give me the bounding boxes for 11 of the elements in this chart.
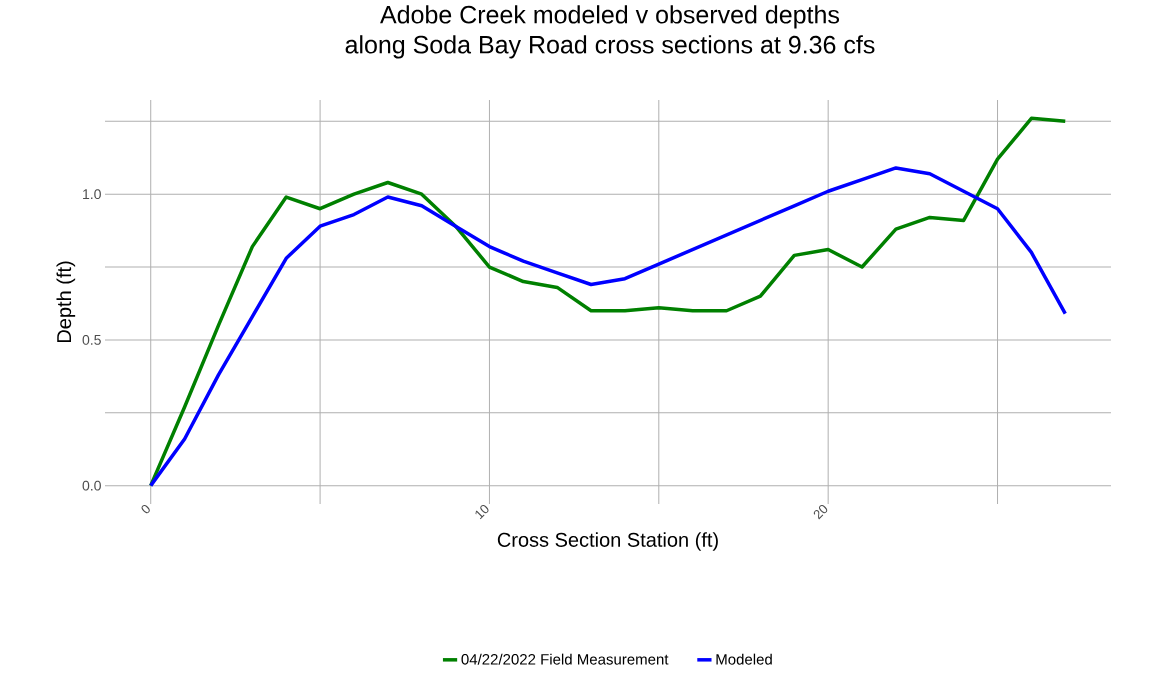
chart-title: Adobe Creek modeled v observed depths along Soda Bay Road cross sections at 9.36 cfs [345,5,875,59]
x-tick-label: 0 [141,504,150,514]
y-tick-label: 0.5 [82,334,101,345]
x-tick-label: 10 [475,504,489,520]
x-axis-title: Cross Section Station (ft) [497,532,718,551]
y-tick-label: 1.0 [83,189,101,200]
legend-label: Modeled [716,653,772,665]
legend-label: 04/22/2022 Field Measurement [461,653,669,665]
x-tick-label: 20 [813,504,828,520]
text: 0.0 [82,480,101,491]
y-axis-title: Depth (ft) [56,261,76,343]
